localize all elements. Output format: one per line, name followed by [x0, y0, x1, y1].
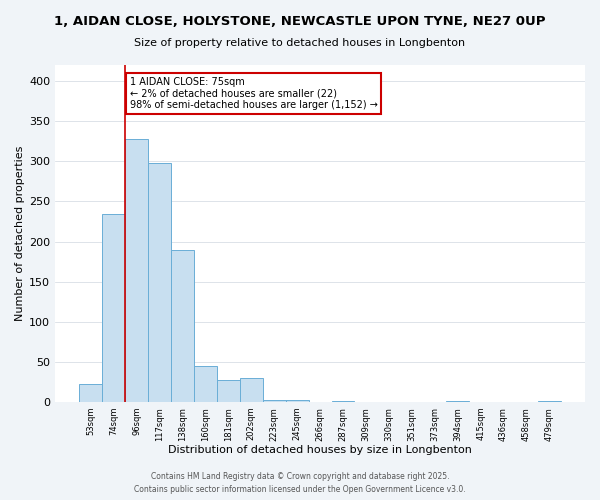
Bar [286, 400, 308, 402]
Bar [240, 378, 263, 402]
Bar [102, 214, 125, 402]
Bar [538, 401, 561, 402]
Bar [217, 380, 240, 402]
X-axis label: Distribution of detached houses by size in Longbenton: Distribution of detached houses by size … [168, 445, 472, 455]
Bar [125, 139, 148, 402]
Bar [79, 384, 102, 402]
Text: Size of property relative to detached houses in Longbenton: Size of property relative to detached ho… [134, 38, 466, 48]
Bar [446, 401, 469, 402]
Text: 1 AIDAN CLOSE: 75sqm
← 2% of detached houses are smaller (22)
98% of semi-detach: 1 AIDAN CLOSE: 75sqm ← 2% of detached ho… [130, 77, 377, 110]
Text: 1, AIDAN CLOSE, HOLYSTONE, NEWCASTLE UPON TYNE, NE27 0UP: 1, AIDAN CLOSE, HOLYSTONE, NEWCASTLE UPO… [54, 15, 546, 28]
Bar [332, 401, 355, 402]
Bar [148, 163, 171, 402]
Bar [171, 250, 194, 402]
Bar [194, 366, 217, 402]
Text: Contains HM Land Registry data © Crown copyright and database right 2025.
Contai: Contains HM Land Registry data © Crown c… [134, 472, 466, 494]
Y-axis label: Number of detached properties: Number of detached properties [15, 146, 25, 321]
Bar [263, 400, 286, 402]
